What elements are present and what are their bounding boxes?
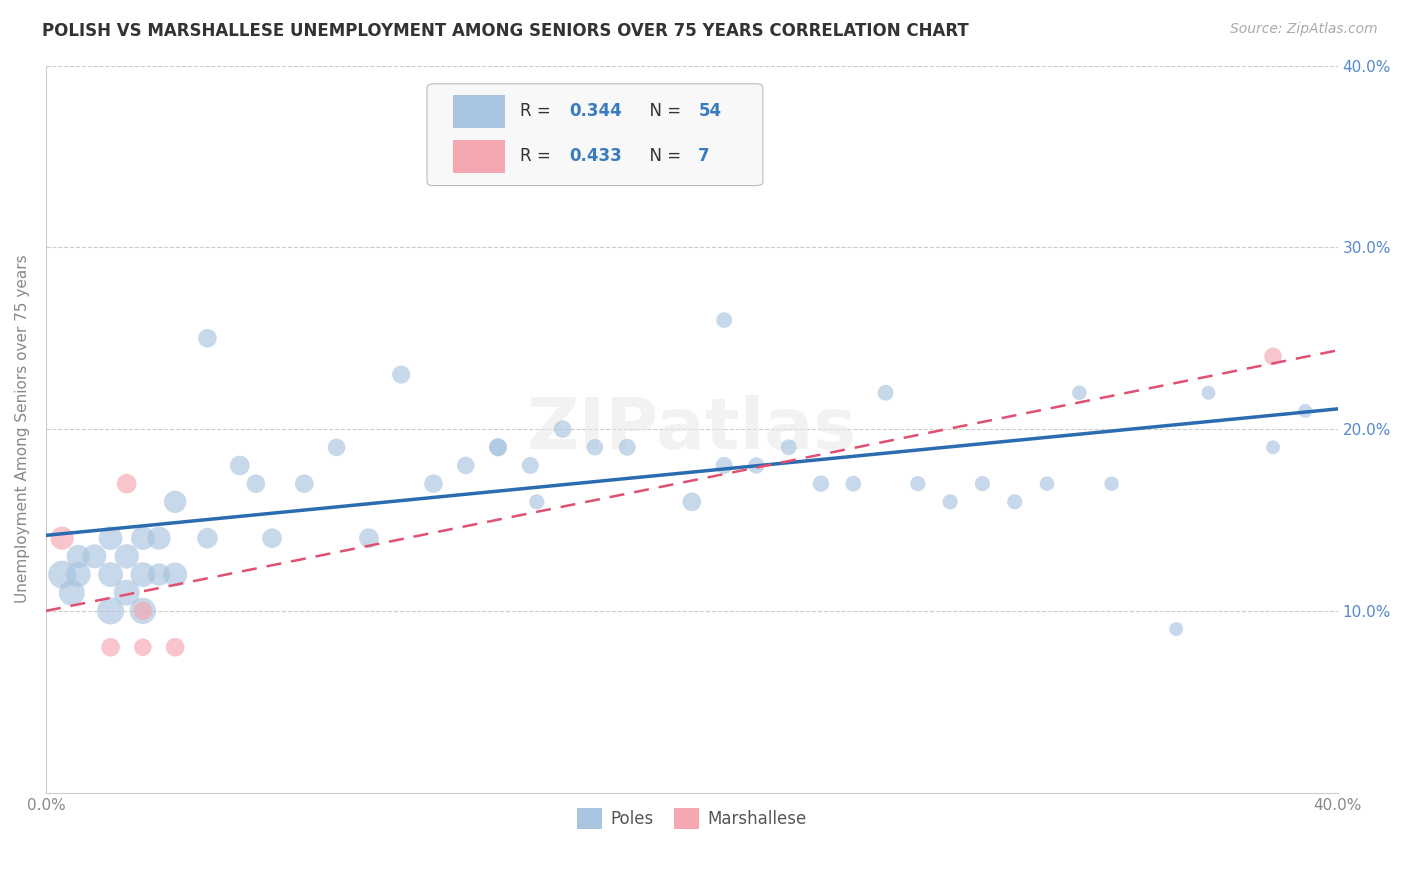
Point xyxy=(745,458,768,473)
Point xyxy=(132,604,155,618)
Point xyxy=(1166,622,1188,636)
Point xyxy=(197,331,219,345)
Point xyxy=(1101,476,1123,491)
Point xyxy=(51,567,73,582)
Text: N =: N = xyxy=(638,103,686,120)
Point xyxy=(713,458,735,473)
Point xyxy=(1004,495,1026,509)
Point xyxy=(83,549,105,564)
Legend: Poles, Marshallese: Poles, Marshallese xyxy=(571,802,813,835)
Point xyxy=(810,476,832,491)
Point xyxy=(292,476,315,491)
Point xyxy=(616,440,638,454)
Point xyxy=(51,531,73,545)
Point xyxy=(875,385,897,400)
Point xyxy=(165,495,187,509)
Point xyxy=(67,567,90,582)
Text: ZIPatlas: ZIPatlas xyxy=(527,394,856,464)
Point xyxy=(325,440,347,454)
Point xyxy=(60,585,83,599)
Point xyxy=(67,549,90,564)
Point xyxy=(389,368,412,382)
Point xyxy=(245,476,267,491)
Point xyxy=(519,458,541,473)
Text: 0.433: 0.433 xyxy=(569,147,621,166)
Point xyxy=(228,458,250,473)
Point xyxy=(907,476,929,491)
Point xyxy=(148,567,170,582)
Point xyxy=(115,476,138,491)
Point xyxy=(115,585,138,599)
Point xyxy=(132,567,155,582)
Point xyxy=(486,440,509,454)
FancyBboxPatch shape xyxy=(427,84,763,186)
Point xyxy=(357,531,380,545)
Text: Source: ZipAtlas.com: Source: ZipAtlas.com xyxy=(1230,22,1378,37)
Point xyxy=(583,440,606,454)
Text: 0.344: 0.344 xyxy=(569,103,621,120)
Point xyxy=(972,476,994,491)
Point xyxy=(681,495,703,509)
Point xyxy=(1069,385,1091,400)
Text: N =: N = xyxy=(638,147,686,166)
Point xyxy=(713,313,735,327)
Point xyxy=(842,476,865,491)
Point xyxy=(260,531,283,545)
Point xyxy=(1261,350,1284,364)
Point xyxy=(148,531,170,545)
Point xyxy=(132,604,155,618)
Point xyxy=(1294,404,1316,418)
Point xyxy=(939,495,962,509)
Point xyxy=(100,640,122,655)
Point xyxy=(165,567,187,582)
Y-axis label: Unemployment Among Seniors over 75 years: Unemployment Among Seniors over 75 years xyxy=(15,255,30,604)
Point xyxy=(1036,476,1059,491)
Point xyxy=(100,604,122,618)
Point xyxy=(551,422,574,436)
Point xyxy=(1261,440,1284,454)
Point xyxy=(422,476,444,491)
Point xyxy=(1261,59,1284,73)
Point xyxy=(1198,385,1220,400)
Text: 7: 7 xyxy=(699,147,710,166)
Text: POLISH VS MARSHALLESE UNEMPLOYMENT AMONG SENIORS OVER 75 YEARS CORRELATION CHART: POLISH VS MARSHALLESE UNEMPLOYMENT AMONG… xyxy=(42,22,969,40)
Point xyxy=(115,549,138,564)
Point xyxy=(100,567,122,582)
Point xyxy=(132,640,155,655)
Point xyxy=(454,458,477,473)
Point xyxy=(197,531,219,545)
FancyBboxPatch shape xyxy=(453,140,505,173)
Text: 54: 54 xyxy=(699,103,721,120)
FancyBboxPatch shape xyxy=(453,95,505,128)
Point xyxy=(132,531,155,545)
Point xyxy=(486,440,509,454)
Point xyxy=(648,168,671,182)
Point xyxy=(165,640,187,655)
Point xyxy=(778,440,800,454)
Point xyxy=(100,531,122,545)
Text: R =: R = xyxy=(520,147,555,166)
Text: R =: R = xyxy=(520,103,555,120)
